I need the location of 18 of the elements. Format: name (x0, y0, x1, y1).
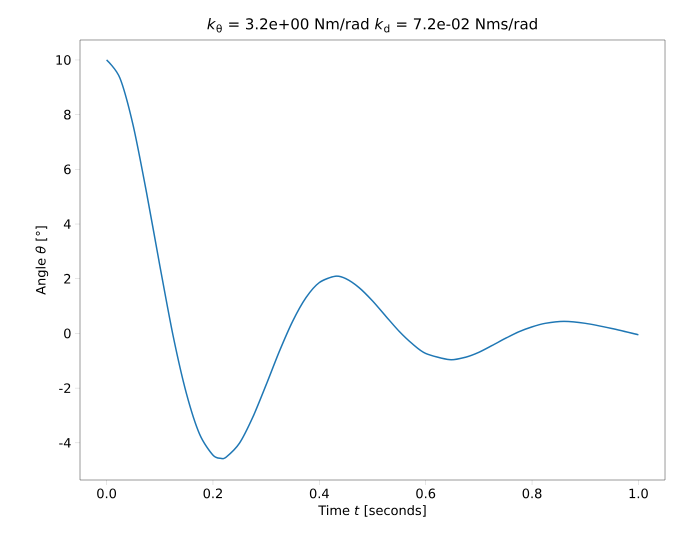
y-tick-label: 10 (56, 55, 71, 65)
x-tick-label: 0.4 (310, 488, 329, 498)
x-tick-label: 0.6 (416, 488, 436, 498)
x-tick-label: 1.0 (630, 488, 648, 498)
chart-title: k$_{θ}$ = 3.2e+00 Nm/rad k$_{d}$ = 7.2e-02 Nms/rad (207, 18, 537, 33)
y-tick-label: 8 (64, 110, 71, 120)
y-tick-label: 2 (64, 274, 70, 284)
x-tick-label: 0.2 (204, 488, 222, 498)
y-tick-label: -4 (59, 438, 71, 448)
y-tick-label: 4 (64, 219, 71, 229)
x-tick-label: 0.8 (522, 488, 542, 498)
y-tick-label: 6 (64, 164, 71, 174)
y-tick-label: -2 (59, 383, 70, 393)
x-tick-label: 0.0 (97, 488, 116, 498)
y-tick-label: 0 (64, 328, 71, 338)
line-series (106, 59, 640, 460)
x-axis-title: Time t [seconds] (318, 505, 426, 517)
y-axis-title: Angle θ [°] (36, 226, 48, 295)
